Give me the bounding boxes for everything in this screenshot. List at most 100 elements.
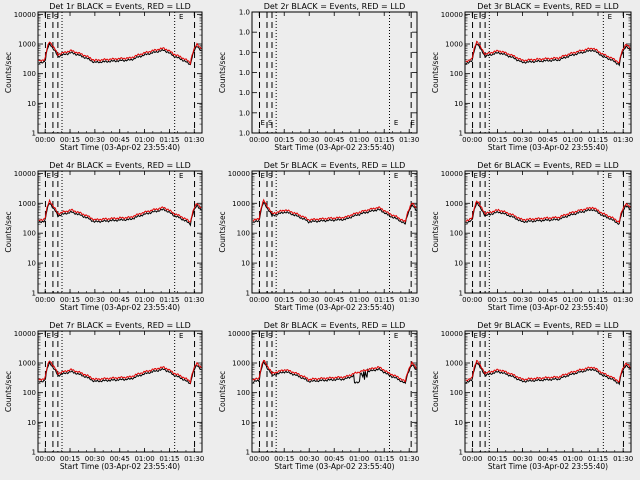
chart-title: Det 8r BLACK = Events, RED = LLD <box>264 321 406 330</box>
y-axis-label: Counts/sec <box>4 52 13 93</box>
y-tick-label: 1.0 <box>239 9 250 17</box>
series-events-line <box>252 201 417 225</box>
y-tick-label: 1 <box>246 290 250 298</box>
x-tick-label: 00:30 <box>299 455 319 463</box>
x-tick-label: 00:15 <box>487 296 507 304</box>
chart-title: Det 7r BLACK = Events, RED = LLD <box>49 321 191 330</box>
marker-label: S <box>54 13 59 21</box>
plot-frame <box>464 330 632 453</box>
x-tick-label: 01:00 <box>349 296 369 304</box>
y-axis-label: Counts/sec <box>4 211 13 252</box>
marker-label: E <box>261 332 265 340</box>
x-axis-label: Start Time (03-Apr-02 23:55:40) <box>60 462 180 471</box>
plot-frame <box>251 330 418 453</box>
series-lld-line <box>38 41 202 66</box>
marker-label: E <box>474 13 478 21</box>
series-events-line <box>465 362 631 386</box>
x-tick-label: 00:00 <box>35 296 55 304</box>
y-tick-label: 10000 <box>14 11 36 19</box>
y-tick-label: 1.0 <box>239 69 250 77</box>
series-events-line <box>465 43 631 67</box>
marker-label: S <box>268 172 273 180</box>
x-tick-label: 00:30 <box>85 136 105 144</box>
y-tick-label: 100 <box>23 70 36 78</box>
y-tick-label: 1 <box>459 449 463 457</box>
y-tick-label: 1000 <box>445 360 463 368</box>
marker-label: S <box>481 172 486 180</box>
x-tick-label: 01:30 <box>613 296 633 304</box>
marker-label: E <box>608 172 612 180</box>
marker-label: S <box>481 13 486 21</box>
x-axis-label: Start Time (03-Apr-02 23:55:40) <box>488 143 608 152</box>
chart-title: Det 5r BLACK = Events, RED = LLD <box>264 161 406 170</box>
marker-label: E <box>474 332 478 340</box>
y-tick-label: 1.0 <box>239 89 250 97</box>
y-tick-label: 10 <box>454 260 463 268</box>
series-lld-line <box>38 198 202 223</box>
y-tick-label: 10 <box>27 100 36 108</box>
x-tick-label: 00:00 <box>462 296 482 304</box>
y-tick-label: 1.0 <box>239 109 250 117</box>
x-tick-label: 01:00 <box>563 455 583 463</box>
series-events-line <box>38 360 202 385</box>
x-tick-label: 00:30 <box>299 296 319 304</box>
x-tick-label: 00:15 <box>274 455 294 463</box>
y-axis-label: Counts/sec <box>218 371 227 412</box>
x-tick-label: 01:30 <box>613 455 633 463</box>
x-tick-label: 01:30 <box>184 455 204 463</box>
y-tick-label: 100 <box>450 389 463 397</box>
y-tick-label: 10 <box>241 260 250 268</box>
x-tick-label: 00:30 <box>85 455 105 463</box>
x-tick-label: 01:30 <box>399 136 419 144</box>
x-tick-label: 00:45 <box>538 455 558 463</box>
x-tick-label: 00:15 <box>487 136 507 144</box>
x-axis-label: Start Time (03-Apr-02 23:55:40) <box>274 462 394 471</box>
x-tick-label: 00:30 <box>299 136 319 144</box>
y-tick-label: 100 <box>450 70 463 78</box>
marker-label: E <box>608 332 612 340</box>
x-tick-label: 00:00 <box>249 455 269 463</box>
y-tick-label: 10000 <box>228 170 250 178</box>
series-lld-line <box>465 359 631 383</box>
y-tick-label: 1000 <box>18 41 36 49</box>
x-tick-label: 00:00 <box>249 296 269 304</box>
x-tick-label: 00:15 <box>274 136 294 144</box>
y-tick-label: 1 <box>246 449 250 457</box>
x-tick-label: 01:30 <box>399 296 419 304</box>
x-tick-label: 01:00 <box>134 455 154 463</box>
x-tick-label: 00:15 <box>487 455 507 463</box>
y-tick-label: 1000 <box>18 200 36 208</box>
series-events-line <box>465 201 631 225</box>
series-lld-line <box>252 198 417 223</box>
x-tick-label: 00:00 <box>35 136 55 144</box>
series-lld-line <box>465 40 631 64</box>
x-tick-label: 01:15 <box>588 136 608 144</box>
y-tick-label: 10000 <box>228 330 250 338</box>
x-tick-label: 01:00 <box>349 455 369 463</box>
x-tick-label: 00:30 <box>512 296 532 304</box>
series-lld-line <box>38 360 202 385</box>
x-tick-label: 01:30 <box>613 136 633 144</box>
x-tick-label: 01:15 <box>374 296 394 304</box>
y-tick-label: 10000 <box>14 330 36 338</box>
x-tick-label: 00:00 <box>462 136 482 144</box>
x-tick-label: 01:15 <box>374 455 394 463</box>
y-tick-label: 1000 <box>18 360 36 368</box>
series-lld-line <box>465 200 631 224</box>
marker-label: S <box>268 332 273 340</box>
marker-label: E <box>394 172 398 180</box>
x-axis-label: Start Time (03-Apr-02 23:55:40) <box>60 303 180 312</box>
y-tick-label: 10000 <box>441 170 463 178</box>
y-tick-label: 1 <box>459 290 463 298</box>
y-tick-label: 1000 <box>445 200 463 208</box>
chart-title: Det 6r BLACK = Events, RED = LLD <box>477 161 619 170</box>
plot-frame <box>251 11 418 134</box>
x-tick-label: 01:30 <box>399 455 419 463</box>
x-tick-label: 01:15 <box>588 296 608 304</box>
x-tick-label: 00:45 <box>110 296 130 304</box>
marker-label: E <box>179 172 183 180</box>
